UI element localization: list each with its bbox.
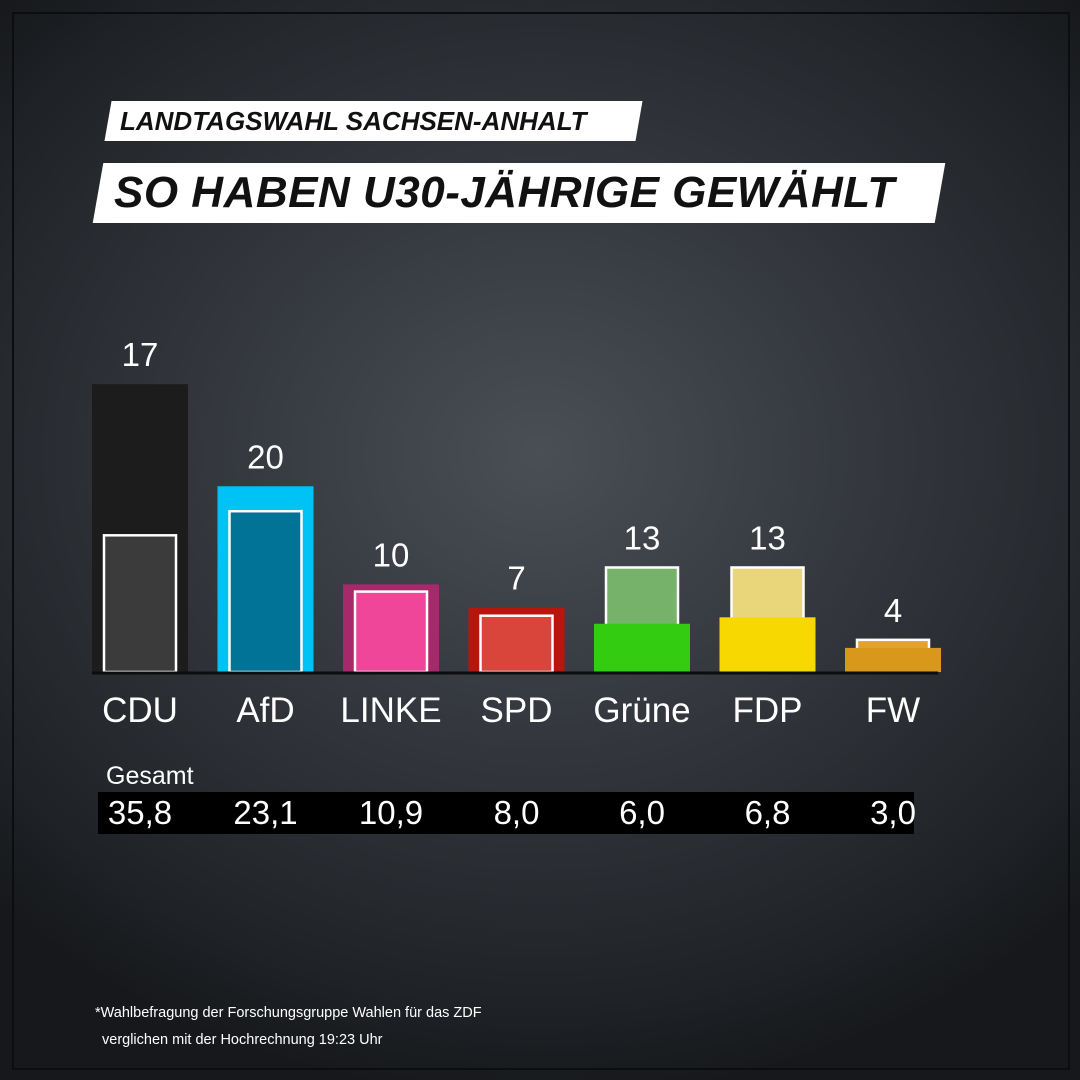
bar-value-afd: 20 — [247, 438, 284, 475]
bar-label-gr-ne: Grüne — [593, 691, 690, 730]
bar-value-linke: 10 — [373, 536, 410, 573]
total-value-spd: 8,0 — [493, 794, 540, 831]
total-bar-fdp — [719, 617, 816, 672]
bar-label-fdp: FDP — [733, 691, 803, 730]
totals-label: Gesamt — [106, 762, 194, 790]
total-bar-fw — [845, 647, 941, 672]
totals-strip: 35,8 23,1 10,9 8,0 6,0 6,8 3,0 — [98, 792, 916, 834]
bar-value-fdp: 13 — [749, 519, 786, 556]
bar-label-cdu: CDU — [102, 691, 178, 730]
total-value-linke: 10,9 — [358, 794, 424, 831]
u30-bar-linke — [353, 590, 429, 674]
bar-label-afd: AfD — [236, 691, 294, 730]
total-value-afd: 23,1 — [233, 794, 298, 831]
footnote-line-1: *Wahlbefragung der Forschungsgruppe Wahl… — [95, 1005, 482, 1021]
u30-bar-cdu — [102, 534, 178, 674]
bar-label-linke: LINKE — [340, 691, 441, 730]
total-value-cdu: 35,8 — [107, 794, 173, 831]
footnote: *Wahlbefragung der Forschungsgruppe Wahl… — [95, 1000, 482, 1054]
bar-label-spd: SPD — [481, 691, 553, 730]
bar-value-spd: 7 — [507, 560, 525, 597]
u30-bar-afd — [228, 509, 303, 674]
u30-bar-spd — [479, 614, 554, 674]
bar-value-gr-ne: 13 — [624, 519, 661, 556]
total-value-fw: 3,0 — [870, 794, 916, 831]
bar-value-cdu: 17 — [122, 336, 159, 373]
total-value-fdp: 6,8 — [744, 794, 791, 831]
bar-value-fw: 4 — [884, 592, 902, 629]
total-bar-gr-ne — [594, 623, 690, 672]
total-value-gr-ne: 6,0 — [619, 794, 665, 831]
bar-label-fw: FW — [866, 691, 920, 730]
footnote-line-2: verglichen mit der Hochrechnung 19:23 Uh… — [102, 1032, 383, 1048]
